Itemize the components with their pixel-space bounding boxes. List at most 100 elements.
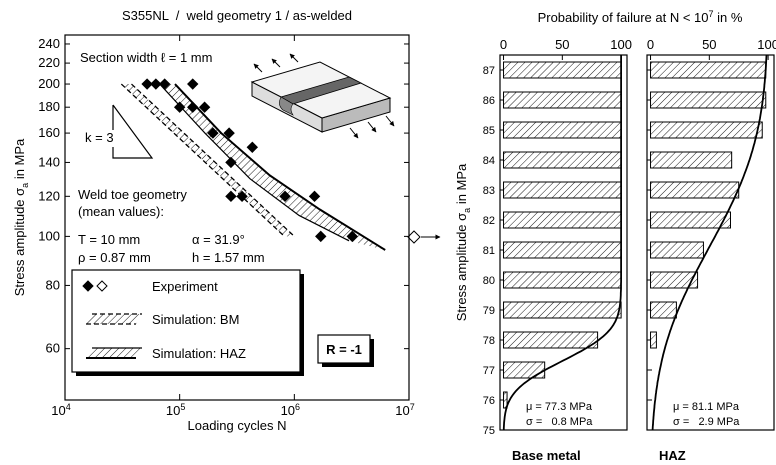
y-tick-label: 82 (483, 215, 495, 227)
annotation: (mean values): (78, 204, 164, 219)
chart-title-part: in % (714, 10, 743, 25)
x-tick-exponent: 6 (295, 402, 300, 412)
boxed-annotation: R = -1 (326, 342, 362, 357)
data-point (279, 190, 291, 203)
x-tick-exponent: 5 (180, 402, 185, 412)
y-tick-label: 120 (38, 188, 60, 203)
y-axis-label-part: Stress amplitude σ (12, 188, 27, 296)
y-axis-label-part: a (462, 208, 472, 213)
annotation: T = 10 mm (78, 232, 140, 247)
data-point (225, 190, 237, 203)
y-tick-label: 220 (38, 55, 60, 70)
x-tick-label: 100 (757, 37, 776, 52)
plot-frame (499, 54, 628, 431)
band-hatch (159, 84, 386, 250)
bar (503, 301, 622, 319)
annotation: k = 3 (85, 130, 114, 145)
band-edge (131, 83, 295, 237)
legend-marker (96, 280, 108, 292)
band-edge (159, 83, 350, 242)
bar (503, 211, 622, 229)
y-axis-label-part: a (20, 183, 30, 188)
x-tick-label: 50 (555, 37, 569, 52)
fit-curve (502, 55, 622, 430)
chart-title-part: Probability of failure at N < 10 (538, 10, 709, 25)
x-tick-base: 10 (281, 403, 295, 418)
bar (503, 91, 622, 109)
label-bg (82, 130, 120, 147)
r-box (317, 334, 371, 364)
fit-label: μ = 77.3 MPa (526, 401, 593, 413)
fit-label: μ = 81.1 MPa (673, 401, 740, 413)
y-tick-label: 180 (38, 99, 60, 114)
y-tick-label: 80 (483, 275, 495, 287)
data-point (173, 101, 186, 113)
x-tick-label: 100 (610, 37, 632, 52)
annotation: Section width ℓ = 1 mm (80, 50, 212, 65)
x-tick-base: 10 (166, 403, 180, 418)
x-tick-label: 105 (166, 402, 185, 418)
y-axis-label: Stress amplitude σa in MPa (12, 138, 30, 296)
y-tick-label: 84 (483, 155, 495, 167)
y-tick-label: 79 (483, 305, 495, 317)
y-axis-label-part: in MPa (12, 138, 27, 183)
y-axis-label: Stress amplitude σa in MPa (454, 163, 472, 321)
bar (503, 151, 622, 169)
connector (407, 230, 441, 244)
fit-label: σ = 2.9 MPa (673, 416, 740, 428)
data-point (223, 127, 235, 139)
y-tick-label: 81 (483, 245, 495, 257)
x-tick-base: 10 (395, 403, 409, 418)
bar (650, 61, 767, 79)
y-tick-label: 83 (483, 185, 495, 197)
legend-label: Simulation: HAZ (152, 346, 246, 361)
x-tick-label: 107 (395, 402, 414, 418)
y-tick-label: 60 (46, 341, 60, 356)
y-tick-label: 75 (483, 425, 495, 437)
data-point (346, 230, 358, 243)
plot-frame (646, 54, 775, 431)
data-point (187, 78, 199, 90)
data-point (225, 156, 237, 169)
bar (503, 271, 622, 289)
y-tick-label: 86 (483, 95, 495, 107)
x-tick-exponent: 7 (410, 402, 415, 412)
legend-marker (82, 280, 94, 292)
y-tick-label: 77 (483, 365, 495, 377)
band-edge (174, 83, 386, 251)
bar (503, 181, 622, 199)
chart-title: Probability of failure at N < 107 in % (538, 9, 743, 25)
data-point (158, 78, 171, 90)
y-axis-label-part: in MPa (454, 163, 469, 208)
band-edge (120, 83, 285, 237)
y-tick-label: 85 (483, 125, 495, 137)
bar (650, 181, 740, 199)
y-axis-label-part: Stress amplitude σ (454, 213, 469, 321)
y-tick-label: 100 (38, 228, 60, 243)
x-tick-label: 0 (500, 37, 507, 52)
data-point (141, 78, 153, 90)
y-tick-label: 78 (483, 335, 495, 347)
fit-label: σ = 0.8 MPa (526, 416, 593, 428)
x-axis-label: Loading cycles N (188, 418, 287, 433)
bar (650, 271, 699, 289)
data-point (236, 190, 248, 203)
bar (650, 211, 731, 229)
specimen-sketch (250, 53, 395, 139)
bar (650, 301, 677, 319)
annotation: h = 1.57 mm (192, 250, 265, 265)
data-point (187, 101, 199, 113)
bar (650, 331, 657, 349)
data-point (150, 78, 162, 90)
band-hatch (121, 84, 295, 237)
bar (503, 121, 622, 139)
annotation: ρ = 0.87 mm (78, 250, 151, 265)
data-point (308, 190, 321, 203)
data-point (246, 141, 259, 153)
bar (503, 61, 622, 79)
y-tick-label: 87 (483, 65, 495, 77)
bar (650, 151, 733, 169)
bar (650, 91, 767, 109)
y-tick-label: 140 (38, 154, 60, 169)
